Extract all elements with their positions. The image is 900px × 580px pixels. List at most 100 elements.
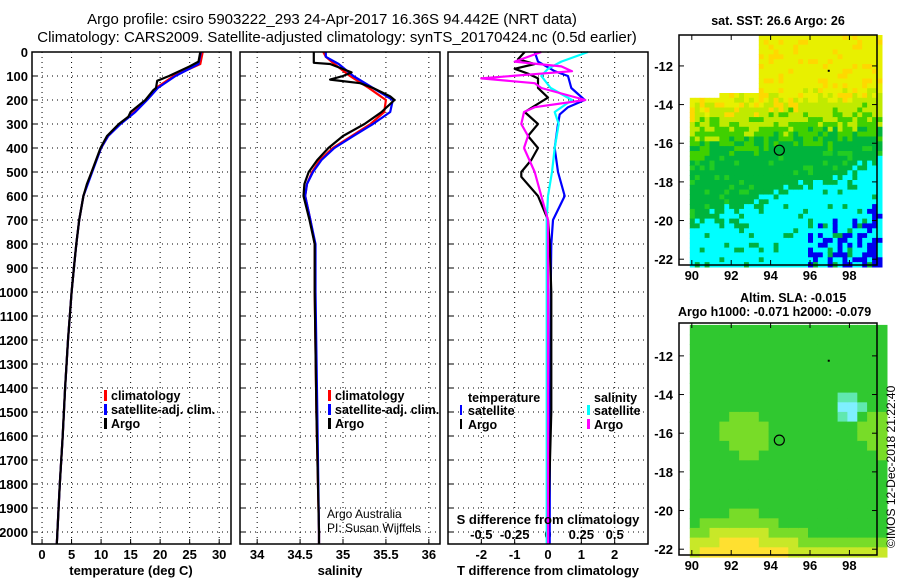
map-cell [808,344,819,355]
map-cell [852,160,858,166]
map-cell [867,431,878,442]
map-cell [857,199,863,205]
map-cell [788,233,794,239]
map-cell [877,218,883,224]
map-cell [817,83,824,89]
map-cell [852,189,858,195]
map-cell [798,88,804,94]
legend-label: satellite [468,404,515,418]
map-cell [877,527,888,539]
map-cell [763,233,770,239]
map-cell [734,136,740,142]
title-line-1: Argo profile: csiro 5903222_293 24-Apr-2… [87,11,577,28]
map-cell [808,194,814,200]
map-cell [822,233,829,239]
map-cell [832,242,839,249]
map-cell [689,373,701,384]
map-cell [837,83,844,89]
map-cell [842,218,848,224]
map-cell [773,175,780,181]
map-cell [813,151,819,157]
map-cell [862,233,868,239]
map-cell [867,382,878,394]
map-cell [768,450,780,461]
map-cell [877,257,883,263]
map-cell [852,141,858,147]
map-cell [773,228,780,234]
map-cell [837,547,849,558]
map-cell [689,421,701,432]
series-line-temperature-satellite [533,51,586,544]
map-cell [699,547,711,558]
map-cell [847,469,858,481]
map-cell [827,242,834,249]
map-cell [778,440,789,452]
map-cell [832,233,839,239]
map-cell [788,73,794,80]
map-cell [744,180,750,186]
map-cell [699,151,706,157]
x-tick-label: 94 [763,268,778,283]
map-cell [877,112,883,118]
x-tick-label: 92 [724,558,738,573]
map-cell [748,131,755,137]
map-cell [709,392,720,403]
map-cell [793,39,799,46]
map-cell [758,64,765,70]
map-cell [808,242,814,249]
map-cell [714,122,720,128]
map-cell [808,324,819,336]
map-cell [803,247,809,253]
map-cell [842,64,848,70]
map-cell [699,184,706,191]
map-cell [832,252,839,258]
map-cell [808,431,819,442]
map-cell [778,498,789,510]
map-cell [734,155,740,162]
map-cell [847,363,858,374]
map-cell [798,508,809,519]
map-cell [808,334,819,345]
map-cell [857,334,868,345]
map-cell [827,189,834,195]
map-cell [714,242,720,249]
map-cell [748,363,760,374]
map-cell [758,160,765,166]
map-cell [768,180,775,186]
map-cell [798,431,809,442]
map-cell [852,78,858,84]
map-cell [842,155,848,162]
map-cell [832,170,839,176]
map-cell [837,54,844,60]
map-cell [813,54,819,60]
map-cell [862,131,868,137]
map-cell [729,237,735,244]
map-cell [817,112,824,118]
map-cell [758,402,770,413]
map-cell [847,213,853,220]
map-cell [753,107,760,113]
map-cell [694,146,701,152]
map-cell [857,353,868,365]
map-cell [699,213,706,220]
x-tick-label: 25 [182,547,196,562]
legend-label: Argo [335,417,365,431]
map-cell [798,54,804,60]
map-cell [822,54,829,60]
map-cell [808,469,819,481]
map-cell [773,180,780,186]
map-cell [817,547,829,558]
map-cell [694,112,701,118]
map-cell [768,68,775,75]
map-cell [719,498,730,510]
map-cell [758,93,765,99]
map-cell [837,334,849,345]
map-cell [877,78,883,84]
map-cell [877,237,883,244]
map-cell [729,199,735,205]
map-cell [744,252,750,258]
map-cell [827,353,839,365]
map-cell [867,547,878,558]
map-cell [739,112,745,118]
map-cell [763,64,770,70]
